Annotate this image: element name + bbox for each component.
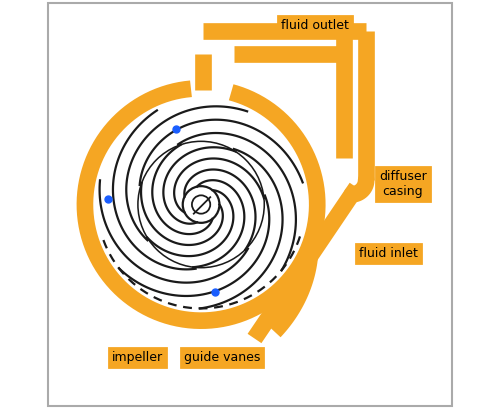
Text: diffuser
casing: diffuser casing xyxy=(379,170,426,198)
Text: guide vanes: guide vanes xyxy=(184,351,260,364)
Text: fluid outlet: fluid outlet xyxy=(282,19,349,31)
Text: fluid inlet: fluid inlet xyxy=(359,247,418,260)
Text: impeller: impeller xyxy=(112,351,163,364)
